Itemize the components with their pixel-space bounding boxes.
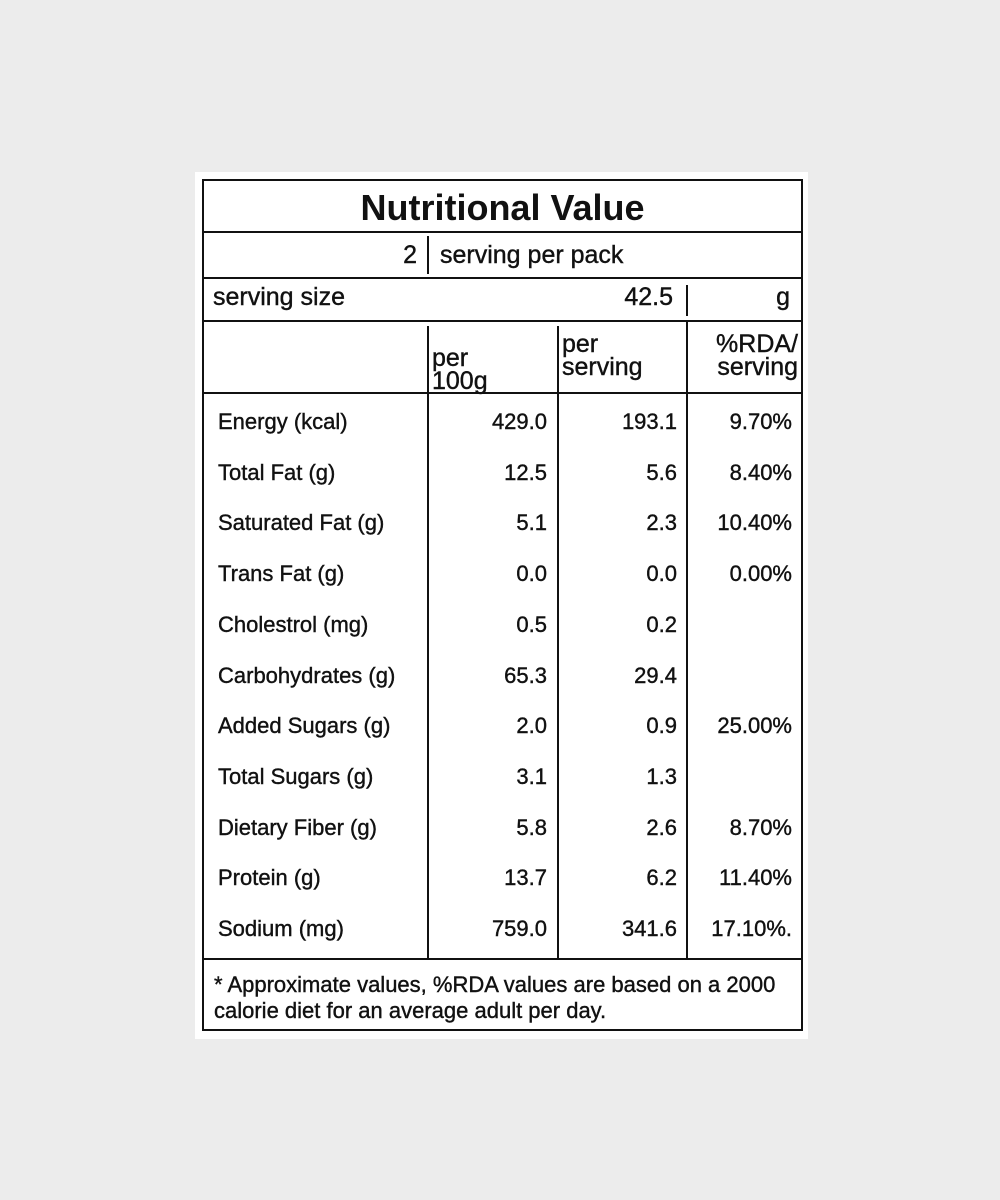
nutrient-value: 0.0	[516, 561, 547, 587]
nutrient-value: 9.70%	[729, 409, 792, 434]
nutrient-value: 5.6	[646, 459, 677, 485]
nutrient-value: 3.1	[516, 763, 547, 789]
nutrient-name: Added Sugars (g)	[218, 713, 391, 739]
nutrient-value: 193.1	[621, 409, 677, 434]
rule	[686, 285, 688, 316]
footnote: * Approximate values, %RDA values are ba…	[214, 972, 776, 1023]
nutrient-value: 2.0	[516, 713, 547, 739]
nutrient-name: Trans Fat (g)	[218, 561, 345, 587]
nutrient-name: Carbohydrates (g)	[218, 662, 396, 688]
rule	[202, 231, 803, 233]
nutrient-value: 29.4	[634, 662, 677, 688]
column-header: per 100g	[432, 344, 488, 395]
nutrient-name: Protein (g)	[218, 865, 321, 891]
nutrient-value: 25.00%	[717, 713, 792, 739]
nutrient-value: 1.3	[646, 763, 677, 789]
nutrient-value: 10.40%	[717, 510, 792, 536]
rule	[427, 236, 429, 274]
nutrient-value: 2.6	[646, 814, 677, 840]
nutrient-name: Total Sugars (g)	[218, 763, 374, 789]
nutrient-name: Sodium (mg)	[218, 916, 344, 941]
nutrient-name: Cholestrol (mg)	[218, 611, 369, 637]
nutrient-value: 5.1	[516, 510, 547, 536]
nutrient-value: 2.3	[646, 510, 677, 536]
serving-size-unit: g	[776, 283, 790, 311]
nutrient-value: 8.70%	[729, 814, 792, 840]
serving-size-value: 42.5	[624, 283, 673, 311]
label-card	[195, 172, 808, 1039]
nutrient-value: 0.2	[646, 611, 677, 637]
nutrition-label	[202, 179, 803, 1031]
servings-count: 2	[403, 241, 417, 269]
nutrient-value: 0.5	[516, 611, 547, 637]
nutrient-name: Energy (kcal)	[218, 409, 348, 434]
nutrient-value: 759.0	[491, 916, 547, 941]
nutrient-name: Dietary Fiber (g)	[218, 814, 377, 840]
nutrient-name: Saturated Fat (g)	[218, 510, 385, 536]
rule	[202, 958, 803, 960]
nutrient-value: 0.9	[646, 713, 677, 739]
rule	[202, 277, 803, 279]
column-header: %RDA/ serving	[716, 330, 798, 381]
nutrient-name: Total Fat (g)	[218, 459, 336, 485]
nutrient-value: 341.6	[621, 916, 677, 941]
nutrient-value: 17.10%.	[711, 916, 792, 941]
rule	[202, 392, 803, 394]
nutrient-value: 11.40%	[719, 865, 792, 891]
column-rule	[427, 326, 429, 958]
nutrient-value: 13.7	[504, 865, 547, 891]
nutrient-value: 12.5	[504, 459, 547, 485]
nutrient-value: 0.00%	[729, 561, 792, 587]
nutrient-value: 429.0	[491, 409, 547, 434]
servings-label: serving per pack	[440, 241, 624, 269]
column-header: per serving	[562, 330, 643, 381]
nutrient-value: 6.2	[646, 865, 677, 891]
rule	[202, 320, 803, 322]
serving-size-label: serving size	[213, 283, 345, 311]
column-rule	[557, 326, 559, 958]
title: Nutritional Value	[360, 187, 645, 228]
nutrient-value: 65.3	[504, 662, 547, 688]
nutrient-value: 0.0	[646, 561, 677, 587]
nutrient-value: 8.40%	[729, 459, 792, 485]
column-rule	[686, 322, 688, 958]
nutrient-value: 5.8	[516, 814, 547, 840]
